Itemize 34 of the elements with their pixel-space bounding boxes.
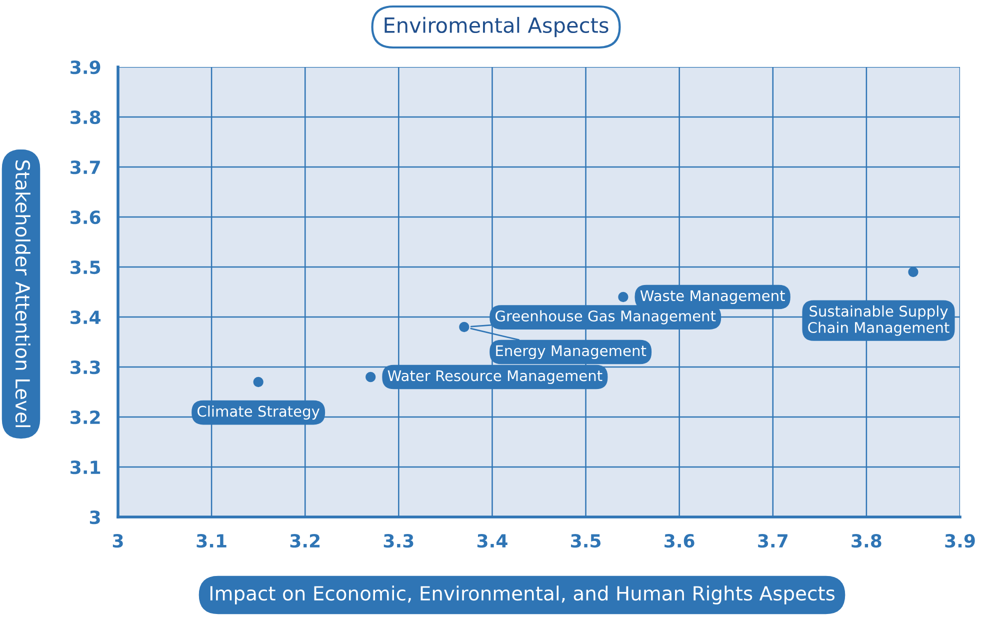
x-tick-label: 3.4	[477, 534, 508, 548]
chart-title: Enviromental Aspects	[384, 16, 608, 38]
x-tick-label: 3.2	[290, 534, 320, 548]
annotation: Climate Strategy	[198, 406, 320, 420]
annotation: Sustainable Supply Chain Management	[808, 305, 950, 336]
point	[459, 322, 470, 332]
x-tick-label: 3.5	[570, 534, 601, 548]
y-axis-title: Stakeholder Attention Level	[15, 160, 30, 428]
point	[618, 292, 628, 302]
annotation: Water Resource Management	[388, 370, 602, 384]
y-tick-label: 3.2	[70, 410, 100, 424]
point	[253, 376, 264, 388]
y-tick-label: 3.1	[70, 460, 100, 474]
y-tick-label: 3.8	[70, 110, 100, 124]
x-axis-title: Impact on Economic, Environmental, and Human Rights Aspects	[210, 586, 835, 604]
x-tick-label: 3.6	[664, 534, 694, 548]
annotation: Waste Management	[640, 290, 785, 304]
x-tick-label: 3.1	[196, 534, 226, 548]
y-tick-label: 3	[90, 510, 100, 524]
annotation: Energy Management	[496, 345, 646, 360]
y-tick-label: 3.4	[70, 310, 101, 324]
y-tick-label: 3.5	[70, 260, 100, 274]
y-tick-label: 3.7	[70, 160, 100, 174]
y-tick-label: 3.6	[70, 210, 100, 224]
x-tick-label: 3.3	[384, 534, 414, 548]
annotation: Greenhouse Gas Management	[496, 310, 716, 324]
y-tick-label: 3.3	[70, 360, 100, 374]
x-tick-label: 3.7	[758, 534, 788, 548]
point	[366, 372, 376, 382]
y-tick-label: 3.9	[70, 60, 100, 74]
x-tick-label: 3.8	[852, 534, 882, 548]
x-tick-label: 3.9	[945, 534, 975, 548]
point	[908, 266, 918, 278]
x-tick-label: 3	[112, 534, 123, 548]
